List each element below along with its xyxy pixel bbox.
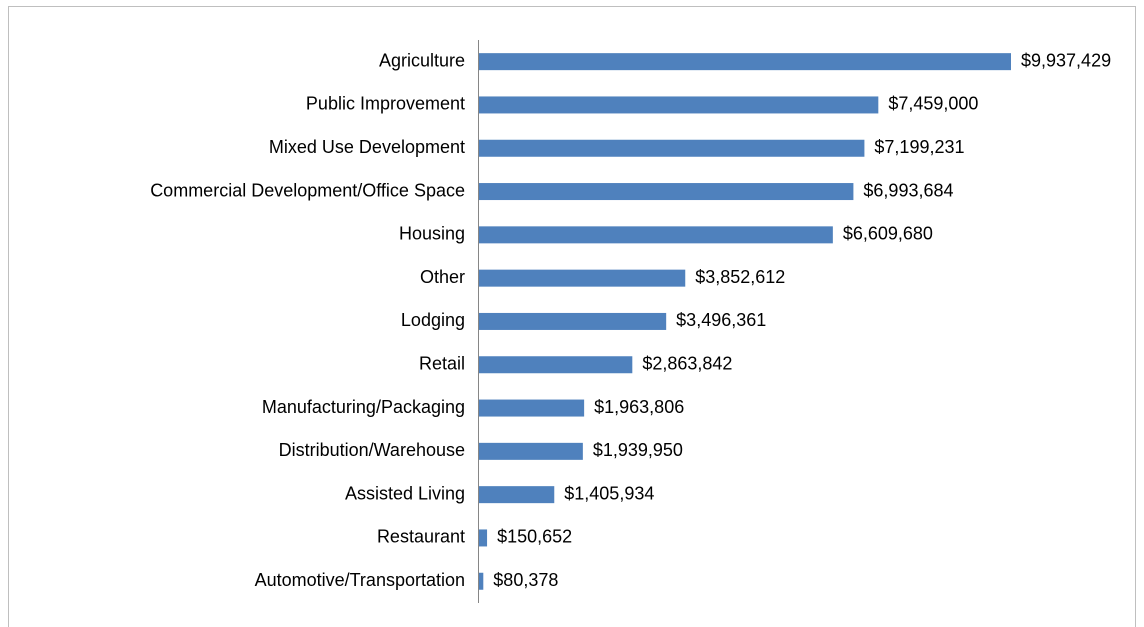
bar — [479, 183, 854, 201]
bar — [479, 139, 865, 157]
category-label: Restaurant — [377, 527, 465, 547]
bar — [479, 442, 583, 460]
bar — [479, 96, 879, 114]
category-label: Mixed Use Development — [269, 137, 465, 157]
value-label: $1,963,806 — [594, 397, 684, 417]
category-label: Manufacturing/Packaging — [262, 397, 465, 417]
category-label: Public Improvement — [306, 94, 465, 114]
bar — [479, 529, 488, 547]
value-label: $80,378 — [493, 570, 558, 590]
value-label: $3,852,612 — [695, 267, 785, 287]
category-label: Automotive/Transportation — [255, 570, 465, 590]
category-label: Housing — [399, 224, 465, 244]
value-label: $2,863,842 — [642, 354, 732, 374]
value-label: $9,937,429 — [1021, 50, 1111, 70]
bar — [479, 572, 484, 590]
chart-frame — [8, 6, 1136, 627]
category-label: Agriculture — [379, 50, 465, 70]
value-label: $7,459,000 — [888, 94, 978, 114]
bar — [479, 399, 585, 417]
category-label: Assisted Living — [345, 483, 465, 503]
value-label: $3,496,361 — [676, 310, 766, 330]
bar — [479, 53, 1011, 71]
value-label: $1,405,934 — [564, 483, 654, 503]
value-label: $150,652 — [497, 527, 572, 547]
value-label: $1,939,950 — [593, 440, 683, 460]
bar — [479, 226, 833, 244]
category-label: Commercial Development/Office Space — [150, 180, 465, 200]
category-label: Retail — [419, 354, 465, 374]
category-label: Lodging — [401, 310, 465, 330]
category-label: Distribution/Warehouse — [279, 440, 465, 460]
bar — [479, 312, 667, 330]
bar — [479, 356, 633, 374]
category-label: Other — [420, 267, 465, 287]
value-label: $6,993,684 — [863, 180, 953, 200]
bar — [479, 486, 555, 504]
bar — [479, 269, 686, 287]
value-label: $7,199,231 — [874, 137, 964, 157]
value-label: $6,609,680 — [843, 224, 933, 244]
